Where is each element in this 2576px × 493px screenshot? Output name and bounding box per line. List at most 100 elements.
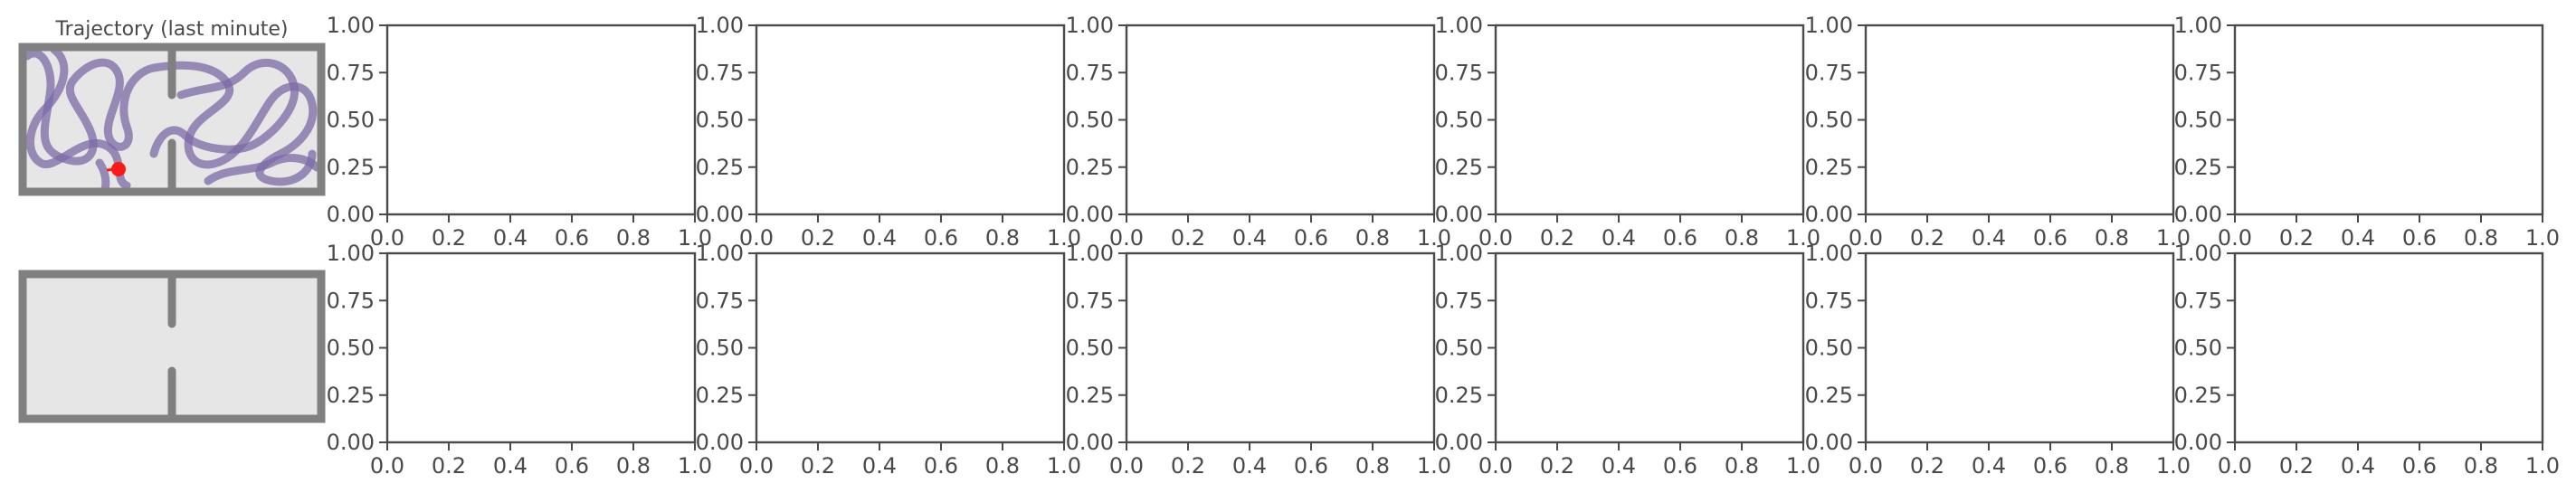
x-tick-label: 0.6 [1294, 225, 1328, 251]
env-panel-bottom [18, 270, 326, 423]
x-tick-label: 0.8 [2095, 453, 2129, 479]
x-tick-label: 0.4 [493, 225, 528, 251]
y-tick-label: 1.00 [696, 13, 744, 38]
x-tick-label: 0.4 [493, 453, 528, 479]
axes-panel-r1-c6: 0.0 0.2 0.4 0.6 0.8 1.0 0.00 0.25 0.50 0.75 1.00 [2174, 13, 2561, 251]
x-tick-label: 0.0 [1849, 225, 1883, 251]
trajectory-path [23, 45, 321, 196]
y-tick-label: 0.25 [1805, 383, 1853, 408]
axes-frame [1864, 24, 2175, 216]
axes-frame [385, 251, 697, 444]
x-tick-label: 0.8 [616, 453, 651, 479]
axes-frame [1864, 251, 2175, 444]
y-tick-label: 0.75 [696, 60, 744, 85]
y-tick-label: 0.00 [327, 202, 375, 227]
x-tick-label: 0.0 [1478, 225, 1513, 251]
agent-position [111, 162, 126, 176]
y-tick-label: 0.50 [2174, 108, 2222, 133]
x-tick-label: 0.0 [739, 453, 774, 479]
y-tick-label: 0.25 [2174, 155, 2222, 180]
y-tick-label: 0.00 [327, 430, 375, 455]
x-tick-label: 1.0 [2525, 453, 2560, 479]
x-tick-label: 1.0 [678, 453, 712, 479]
y-tick-label: 0.00 [1066, 430, 1114, 455]
x-tick-label: 0.6 [2402, 225, 2437, 251]
x-tick-label: 0.0 [2218, 453, 2252, 479]
y-tick-label: 0.00 [1435, 430, 1483, 455]
axes-panel-r1-c1: 0.0 0.2 0.4 0.6 0.8 1.0 0.00 0.25 0.50 0.75 1.00 [327, 13, 713, 251]
x-tick-label: 0.2 [1540, 453, 1574, 479]
y-tick-label: 1.00 [1435, 241, 1483, 266]
y-tick-label: 1.00 [696, 241, 744, 266]
axes-panel-r2-c5: 0.0 0.2 0.4 0.6 0.8 1.0 0.00 0.25 0.50 0.75 1.00 [1805, 241, 2191, 479]
y-tick-label: 0.50 [696, 108, 744, 133]
x-tick-label: 0.0 [1109, 225, 1144, 251]
axes-frame [1125, 251, 1436, 444]
x-tick-label: 0.4 [862, 225, 897, 251]
env-panel-top: Trajectory (last minute) [18, 18, 326, 196]
x-tick-label: 0.0 [2218, 225, 2252, 251]
y-tick-label: 0.00 [1805, 202, 1853, 227]
axes-frame [1494, 24, 1805, 216]
y-tick-label: 0.75 [1805, 288, 1853, 313]
x-tick-label: 1.0 [2156, 453, 2191, 479]
x-tick-label: 0.4 [1972, 225, 2006, 251]
y-tick-label: 1.00 [1805, 241, 1853, 266]
y-tick-label: 1.00 [2174, 13, 2222, 38]
x-tick-label: 0.2 [2279, 225, 2314, 251]
x-tick-label: 0.8 [2464, 225, 2498, 251]
axes-frame [1125, 24, 1436, 216]
x-tick-label: 0.6 [555, 225, 589, 251]
y-tick-label: 0.50 [327, 108, 375, 133]
x-tick-label: 0.0 [739, 225, 774, 251]
x-tick-label: 0.8 [1725, 453, 1759, 479]
x-tick-label: 0.2 [1171, 453, 1205, 479]
y-tick-label: 1.00 [2174, 241, 2222, 266]
y-tick-label: 0.75 [2174, 288, 2222, 313]
y-tick-label: 0.25 [327, 155, 375, 180]
y-tick-label: 0.75 [696, 288, 744, 313]
x-tick-label: 1.0 [2525, 225, 2560, 251]
axes-panel-r2-c3: 0.0 0.2 0.4 0.6 0.8 1.0 0.00 0.25 0.50 0.75 1.00 [1066, 241, 1452, 479]
axes-panel-r1-c3: 0.0 0.2 0.4 0.6 0.8 1.0 0.00 0.25 0.50 0.75 1.00 [1066, 13, 1452, 251]
x-tick-label: 0.8 [985, 453, 1020, 479]
axes-panel-r2-c4: 0.0 0.2 0.4 0.6 0.8 1.0 0.00 0.25 0.50 0.75 1.00 [1435, 241, 1821, 479]
y-tick-label: 0.00 [1805, 430, 1853, 455]
axes-panel-r1-c2: 0.0 0.2 0.4 0.6 0.8 1.0 0.00 0.25 0.50 0.75 1.00 [696, 13, 1082, 251]
x-tick-label: 0.6 [1663, 453, 1697, 479]
x-tick-label: 0.8 [1355, 453, 1390, 479]
y-tick-label: 0.50 [1066, 108, 1114, 133]
axes-frame [2233, 24, 2544, 216]
x-tick-label: 0.8 [1355, 225, 1390, 251]
y-tick-label: 0.25 [1066, 383, 1114, 408]
y-tick-label: 0.75 [327, 288, 375, 313]
x-tick-label: 0.8 [2464, 453, 2498, 479]
x-tick-label: 0.0 [370, 225, 404, 251]
y-tick-label: 0.50 [2174, 336, 2222, 361]
x-tick-label: 1.0 [1786, 225, 1820, 251]
axes-panel-r2-c2: 0.0 0.2 0.4 0.6 0.8 1.0 0.00 0.25 0.50 0.75 1.00 [696, 241, 1082, 479]
x-tick-label: 0.4 [1602, 453, 1636, 479]
y-tick-label: 0.25 [696, 383, 744, 408]
x-tick-label: 0.0 [1478, 453, 1513, 479]
y-tick-label: 1.00 [1066, 13, 1114, 38]
x-tick-label: 0.6 [555, 453, 589, 479]
y-tick-label: 0.50 [1805, 336, 1853, 361]
x-tick-label: 1.0 [1786, 453, 1820, 479]
x-tick-label: 0.8 [1725, 225, 1759, 251]
x-tick-label: 0.2 [432, 225, 466, 251]
y-tick-label: 0.75 [327, 60, 375, 85]
y-tick-label: 0.50 [1066, 336, 1114, 361]
x-tick-label: 0.2 [801, 225, 835, 251]
x-tick-label: 0.6 [2033, 225, 2067, 251]
y-tick-label: 0.00 [1066, 202, 1114, 227]
axes-frame [385, 24, 697, 216]
axes-frame [755, 251, 1066, 444]
x-tick-label: 0.2 [801, 453, 835, 479]
x-tick-label: 0.2 [1910, 225, 1944, 251]
x-tick-label: 0.6 [924, 453, 958, 479]
y-tick-label: 0.75 [1805, 60, 1853, 85]
env-panel-title: Trajectory (last minute) [54, 18, 288, 41]
x-tick-label: 0.6 [1294, 453, 1328, 479]
